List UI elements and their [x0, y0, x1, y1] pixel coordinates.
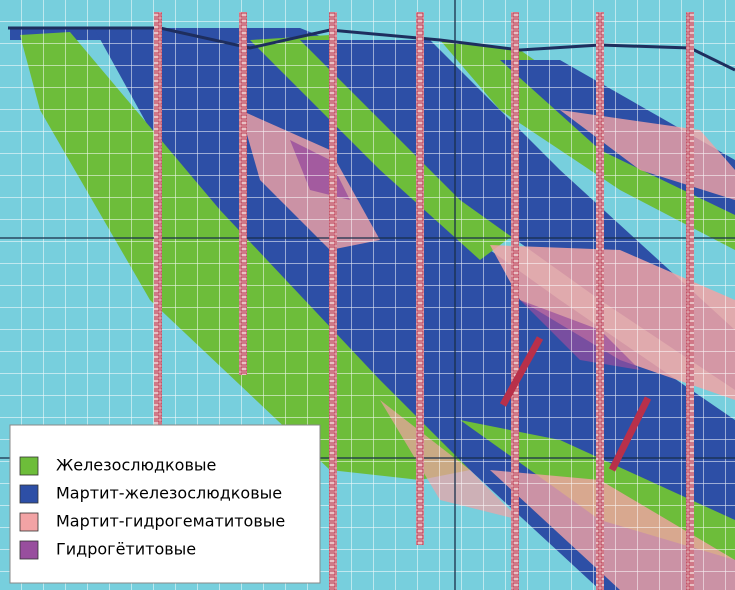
legend-label: Железослюдковые: [56, 456, 216, 475]
legend-swatch: [19, 540, 39, 560]
legend-label: Мартит-гидрогематитовые: [56, 512, 285, 531]
drillholes: [154, 12, 694, 590]
legend-swatch: [19, 484, 39, 504]
legend-swatch: [19, 456, 39, 476]
legend-box: [9, 424, 321, 584]
legend-label: Гидрогётитовые: [56, 540, 196, 559]
legend-swatch: [19, 512, 39, 532]
legend: Железослюдковые Мартит-железослюдковые Мар…: [9, 424, 321, 584]
legend-label: Мартит-железослюдковые: [56, 484, 282, 503]
